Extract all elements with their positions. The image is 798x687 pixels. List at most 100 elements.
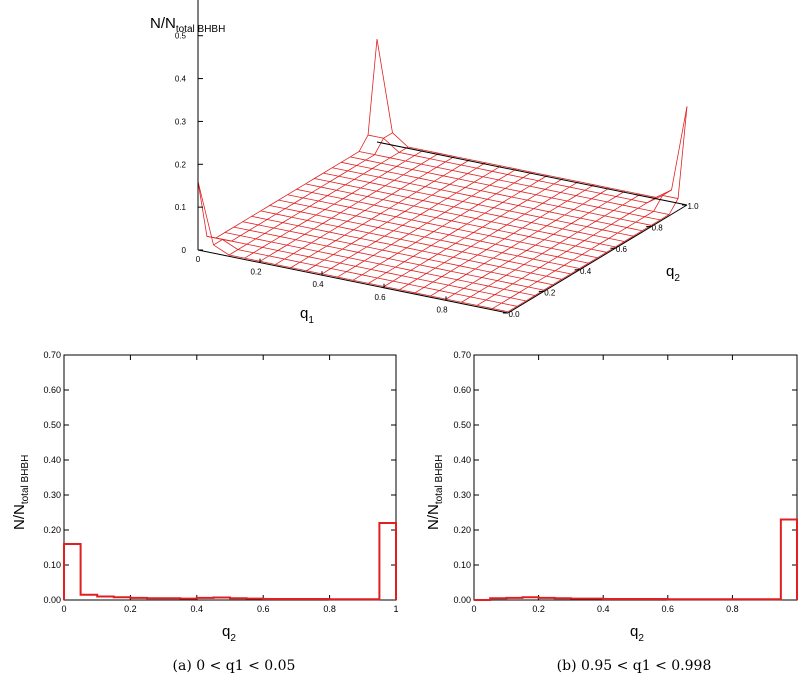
y-tick-label: 0.60 [453, 385, 471, 395]
y-tick-label: 0.70 [453, 350, 471, 360]
surface-z-axis-title-main: N/N [150, 15, 176, 32]
surface-mesh-line [399, 181, 579, 291]
histogram-a-x-axis-title: q2 [222, 623, 236, 644]
surface-z-tick-label: 0.1 [175, 203, 187, 212]
surface-x-axis-title-main: q [300, 305, 308, 322]
x-tick-label: 0 [61, 604, 66, 614]
surface-mesh-line [507, 106, 688, 313]
surface-x-axis-title: q1 [300, 305, 314, 326]
surface-y-axis: 0.0 0.2 0.4 0.6 0.8 1.0 [503, 202, 699, 319]
surface-y-axis-title-sub: 2 [674, 273, 680, 284]
histogram-a-x-axis-title-main: q [222, 623, 230, 640]
surface-mesh-line [383, 178, 564, 287]
histogram-b-x-axis-title: q2 [630, 623, 644, 644]
x-tick-label: 0.2 [532, 604, 545, 614]
surface-mesh-line [414, 184, 595, 294]
y-tick-label: 0.40 [43, 455, 61, 465]
surface-x-axis: 0 0.2 0.4 0.6 0.8 [196, 246, 509, 314]
x-tick-label: 0 [471, 604, 476, 614]
surface-mesh-line [323, 172, 634, 237]
y-tick-label: 0.30 [43, 490, 61, 500]
surface-mesh-line [367, 134, 679, 204]
histogram-b-y-axis-title-sub: total BHBH [434, 455, 445, 504]
histogram-b-x-axis-title-main: q [630, 623, 638, 640]
surface-y-axis-line [507, 204, 688, 314]
x-tick-label: 0.2 [124, 604, 137, 614]
surface-mesh-line [359, 151, 670, 215]
x-tick-label: 0.8 [323, 604, 336, 614]
surface-mesh-line [430, 187, 610, 297]
histogram-b-frame [473, 354, 798, 601]
surface-mesh-line [332, 167, 643, 232]
histogram-a-series [63, 522, 397, 601]
histogram-b-series [474, 518, 798, 601]
y-tick-label: 0.10 [43, 560, 61, 570]
caption-b: (b) 0.95 < q1 < 0.998 [557, 658, 712, 674]
surface-back-edge [376, 141, 688, 206]
histogram-a-y-axis-title-main: N/N [11, 504, 28, 530]
surface-x-tick-label: 0.2 [250, 268, 262, 277]
histogram-b-y-ticks: 0.00 0.10 0.20 0.30 0.40 0.50 0.60 0.70 [453, 350, 797, 605]
surface-z-tick-label: 0.2 [175, 160, 187, 169]
surface-x-tick-label: 0.6 [374, 293, 386, 302]
histogram-b-y-axis-title-main: N/N [425, 504, 442, 530]
y-tick-label: 0.60 [43, 385, 61, 395]
x-tick-label: 0.4 [597, 604, 610, 614]
x-tick-label: 1 [393, 604, 398, 614]
surface-x-tick-label: 0.4 [312, 280, 324, 289]
surface-x-tick-label: 0.8 [436, 305, 448, 314]
y-tick-label: 0.40 [453, 455, 471, 465]
histogram-a-y-axis-title-sub: total BHBH [20, 455, 31, 504]
surface-z-axis: 00.10.20.30.40.50.60.7 [175, 0, 688, 255]
y-tick-label: 0.20 [453, 525, 471, 535]
surface-grid [197, 39, 688, 313]
surface-mesh-line [492, 189, 672, 309]
surface-x-axis-line [197, 249, 509, 314]
y-tick-label: 0.00 [43, 595, 61, 605]
surface-y-axis-title-main: q [666, 263, 674, 280]
histogram-a-y-ticks: 0.00 0.10 0.20 0.30 0.40 0.50 0.60 0.70 [43, 350, 396, 605]
surface-y-tick-label: 1.0 [687, 202, 699, 211]
x-tick-label: 0.6 [257, 604, 270, 614]
x-tick-label: 0.8 [726, 604, 739, 614]
histogram-b: 0.00 0.10 0.20 0.30 0.40 0.50 0.60 0.70 0 0.2 0.4… [425, 350, 798, 674]
y-tick-label: 0.50 [43, 420, 61, 430]
surface-mesh-line [476, 197, 657, 306]
histogram-b-x-axis-title-sub: 2 [638, 633, 644, 644]
caption-a: (a) 0 < q1 < 0.05 [173, 658, 296, 674]
y-tick-label: 0.00 [453, 595, 471, 605]
surface-x-tick-label: 0 [196, 255, 201, 264]
histogram-a-y-axis-title: N/Ntotal BHBH [11, 455, 31, 530]
surface-y-axis-title: q2 [666, 263, 680, 284]
surface-z-axis-title: N/Ntotal BHBH [150, 15, 225, 35]
surface-mesh-line [461, 193, 641, 303]
histogram-a: 0.00 0.10 0.20 0.30 0.40 0.50 0.60 0.70 0 0.2 0.4… [11, 350, 399, 674]
surface-z-tick-label: 0.5 [175, 32, 187, 41]
surface-mesh-line [287, 194, 598, 259]
surface-z-axis-title-sub: total BHBH [176, 24, 225, 35]
y-tick-label: 0.50 [453, 420, 471, 430]
y-tick-label: 0.20 [43, 525, 61, 535]
surface-mesh-line [350, 156, 661, 221]
surface-x-axis-title-sub: 1 [308, 315, 314, 326]
x-tick-label: 0.4 [191, 604, 204, 614]
surface-z-tick-label: 0 [182, 246, 187, 255]
surface-mesh-line [296, 188, 607, 253]
histogram-b-x-ticks: 0 0.2 0.4 0.6 0.8 [471, 355, 739, 614]
surface-mesh-line [376, 39, 688, 198]
surface-mesh-line [341, 161, 652, 226]
histogram-a-frame [63, 354, 397, 601]
histogram-a-x-axis-title-sub: 2 [230, 633, 236, 644]
surface-z-tick-label: 0.3 [175, 117, 187, 126]
surface-y-tick-label: 0.8 [652, 224, 664, 233]
y-tick-label: 0.10 [453, 560, 471, 570]
surface-y-tick-label: 0.6 [616, 245, 628, 254]
surface-plot: 00.10.20.30.40.50.60.7 00.20.40.60.8 0.0… [150, 0, 699, 326]
surface-mesh-line [305, 183, 616, 248]
histogram-b-y-axis-title: N/Ntotal BHBH [425, 455, 445, 530]
surface-mesh-line [197, 39, 378, 239]
surface-mesh-line [314, 178, 625, 242]
y-tick-label: 0.70 [43, 350, 61, 360]
histogram-a-x-ticks: 0 0.2 0.4 0.6 0.8 1 [61, 355, 399, 614]
